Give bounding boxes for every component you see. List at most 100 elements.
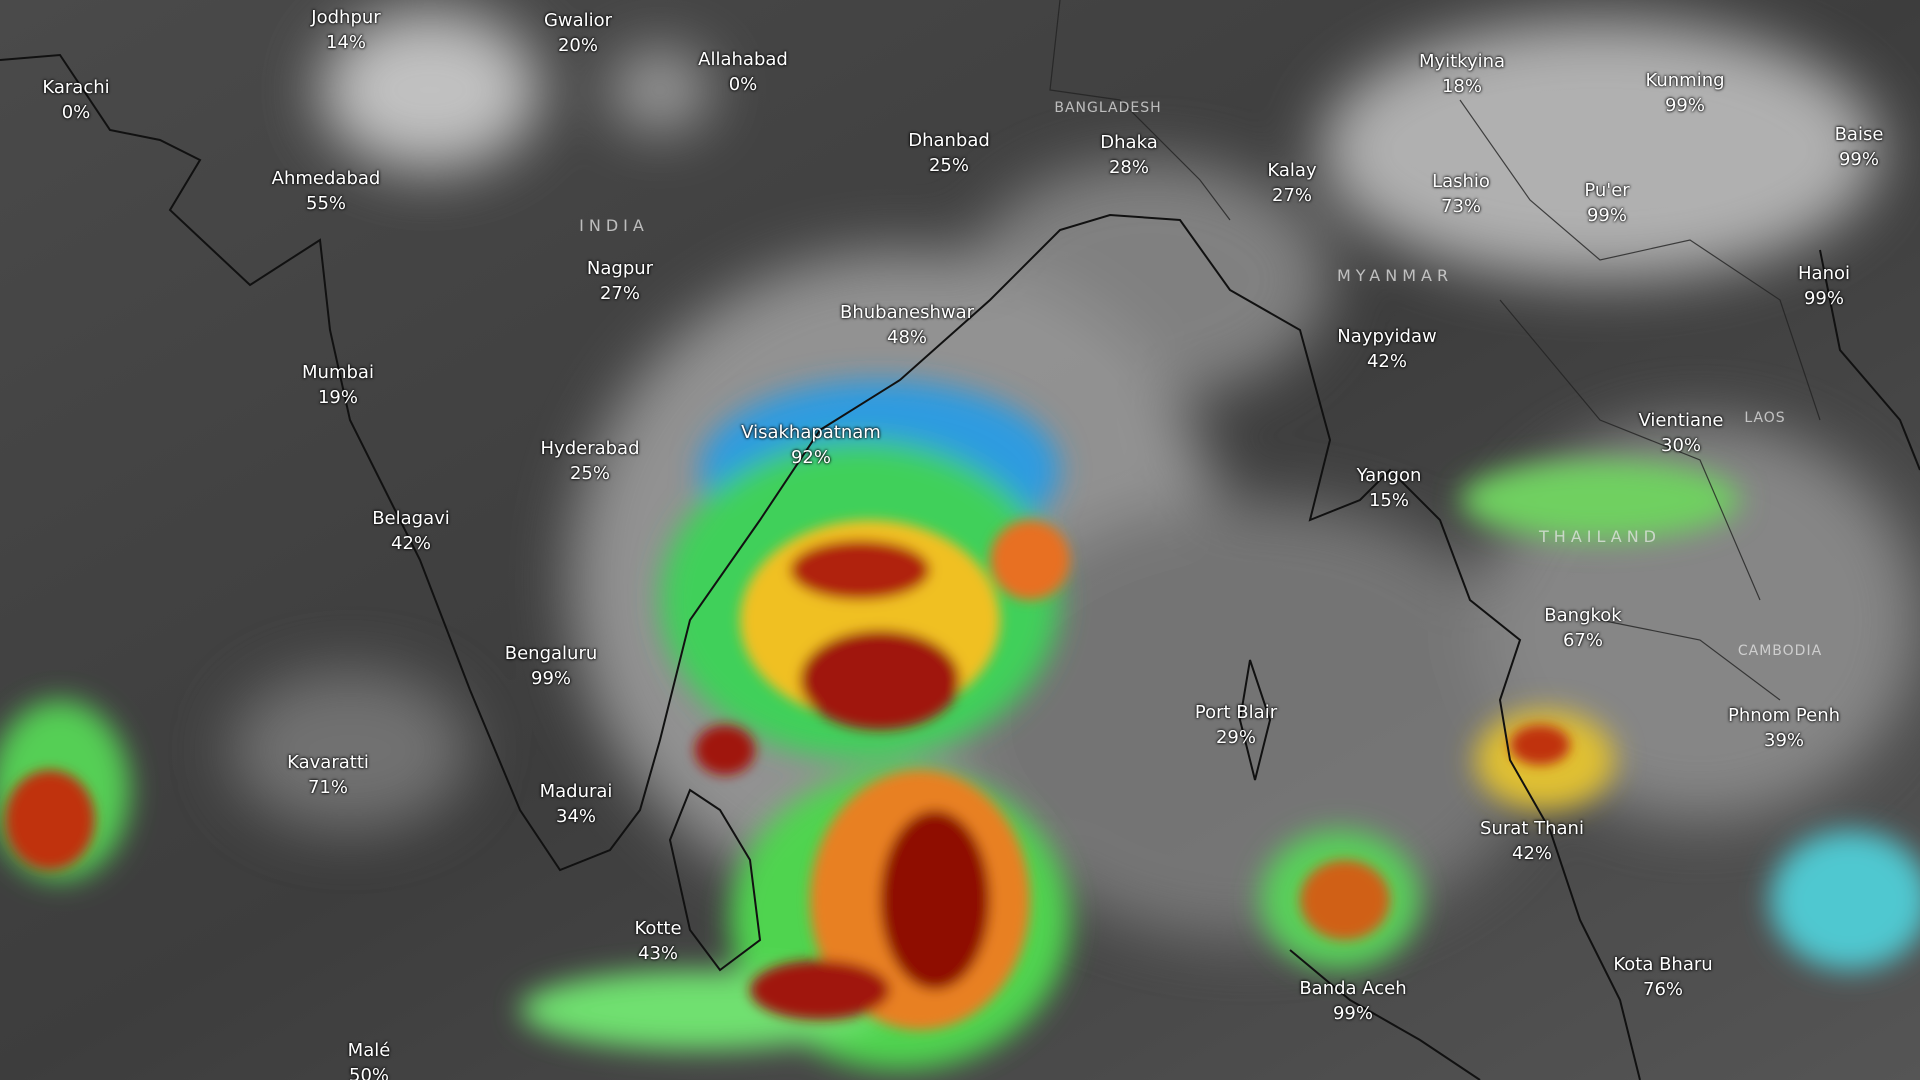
city-value: 29% — [1215, 727, 1256, 748]
city-value: 42% — [1511, 843, 1553, 864]
city-value: 34% — [555, 806, 597, 827]
city-name: Phnom Penh — [1727, 705, 1841, 726]
city-name: Jodhpur — [311, 7, 381, 28]
city-value: 55% — [305, 193, 347, 214]
city-name: Nagpur — [586, 258, 654, 279]
city-value: 99% — [1332, 1003, 1373, 1024]
city-value: 76% — [1642, 979, 1684, 1000]
city-name: Kalay — [1267, 160, 1317, 181]
city-name: Bengaluru — [504, 643, 598, 664]
city-value: 15% — [1368, 490, 1409, 511]
city-name: Naypyidaw — [1337, 326, 1437, 347]
city-name: Kotte — [634, 918, 682, 939]
city-value: 71% — [307, 777, 348, 798]
city-label: Dhaka 28% — [1100, 130, 1157, 180]
city-value: 43% — [637, 943, 679, 964]
city-label: Vientiane 30% — [1639, 408, 1724, 458]
city-label: Dhanbad 25% — [908, 128, 990, 178]
city-label: Hanoi 99% — [1798, 261, 1850, 311]
city-name: Hanoi — [1798, 263, 1850, 284]
city-value: 18% — [1441, 76, 1482, 97]
city-name: Malé — [347, 1040, 391, 1061]
city-label: Kota Bharu 76% — [1613, 952, 1712, 1002]
city-label: Banda Aceh 99% — [1299, 976, 1406, 1026]
city-label: Allahabad 0% — [698, 47, 788, 97]
city-label: Kunming 99% — [1645, 68, 1724, 118]
city-label: Bengaluru 99% — [505, 641, 598, 691]
city-name: Vientiane — [1638, 410, 1724, 431]
city-name: Lashio — [1432, 171, 1490, 192]
region-label: BANGLADESH — [1054, 100, 1162, 116]
city-name: Kunming — [1645, 70, 1725, 91]
city-name: Visakhapatnam — [741, 422, 881, 443]
city-label: Visakhapatnam 92% — [741, 420, 881, 470]
city-name: Bhubaneshwar — [839, 302, 975, 323]
city-label: Kavaratti 71% — [287, 750, 369, 800]
city-label: Hyderabad 25% — [541, 436, 640, 486]
city-name: Bangkok — [1544, 605, 1622, 626]
city-label: Jodhpur 14% — [311, 5, 380, 55]
region-label: LAOS — [1744, 410, 1786, 426]
city-label: Malé 50% — [348, 1038, 391, 1080]
city-name: Port Blair — [1194, 702, 1278, 723]
city-value: 67% — [1562, 630, 1603, 651]
city-value: 92% — [790, 447, 831, 468]
city-name: Dhanbad — [908, 130, 990, 151]
region-label: CAMBODIA — [1737, 643, 1823, 659]
city-name: Surat Thani — [1480, 818, 1584, 839]
city-value: 30% — [1660, 435, 1702, 456]
city-value: 19% — [317, 387, 358, 408]
city-label: Yangon 15% — [1357, 463, 1422, 513]
city-label: Kalay 27% — [1267, 158, 1316, 208]
city-label: Phnom Penh 39% — [1728, 703, 1840, 753]
city-name: Mumbai — [302, 362, 374, 383]
city-value: 48% — [886, 327, 928, 348]
city-label: Mumbai 19% — [302, 360, 374, 410]
city-name: Belagavi — [372, 508, 450, 529]
city-name: Gwalior — [543, 10, 613, 31]
city-label: Karachi 0% — [42, 75, 109, 125]
city-value: 25% — [569, 463, 610, 484]
city-value: 99% — [1838, 149, 1879, 170]
city-label: Belagavi 42% — [372, 506, 450, 556]
city-label: Baise 99% — [1835, 122, 1884, 172]
city-name: Kavaratti — [287, 752, 369, 773]
city-label: Nagpur 27% — [587, 256, 653, 306]
region-label: THAILAND — [1539, 527, 1661, 546]
city-value: 25% — [928, 155, 969, 176]
city-value: 0% — [728, 74, 758, 95]
city-name: Karachi — [42, 77, 110, 98]
city-name: Banda Aceh — [1299, 978, 1407, 999]
city-value: 99% — [530, 668, 572, 689]
city-value: 0% — [61, 102, 91, 123]
city-name: Ahmedabad — [271, 168, 381, 189]
city-name: Myitkyina — [1418, 51, 1506, 72]
city-name: Yangon — [1356, 465, 1422, 486]
city-value: 27% — [1271, 185, 1313, 206]
city-label: Port Blair 29% — [1195, 700, 1277, 750]
city-label: Lashio 73% — [1432, 169, 1490, 219]
city-name: Allahabad — [698, 49, 788, 70]
city-value: 28% — [1108, 157, 1149, 178]
city-value: 50% — [348, 1065, 390, 1080]
city-label: Bhubaneshwar 48% — [840, 300, 974, 350]
city-label: Surat Thani 42% — [1480, 816, 1584, 866]
city-value: 20% — [557, 35, 598, 56]
city-name: Madurai — [539, 781, 613, 802]
coastlines — [0, 53, 1920, 1080]
city-name: Hyderabad — [540, 438, 640, 459]
city-value: 39% — [1763, 730, 1805, 751]
city-label: Pu'er 99% — [1584, 178, 1629, 228]
city-name: Kota Bharu — [1613, 954, 1713, 975]
region-label: MYANMAR — [1336, 266, 1454, 285]
city-label: Ahmedabad 55% — [272, 166, 381, 216]
city-label: Naypyidaw 42% — [1337, 324, 1436, 374]
city-name: Dhaka — [1100, 132, 1158, 153]
city-label: Myitkyina 18% — [1419, 49, 1505, 99]
city-value: 99% — [1586, 205, 1627, 226]
city-value: 27% — [599, 283, 640, 304]
city-value: 99% — [1664, 95, 1705, 116]
city-name: Pu'er — [1584, 180, 1630, 201]
